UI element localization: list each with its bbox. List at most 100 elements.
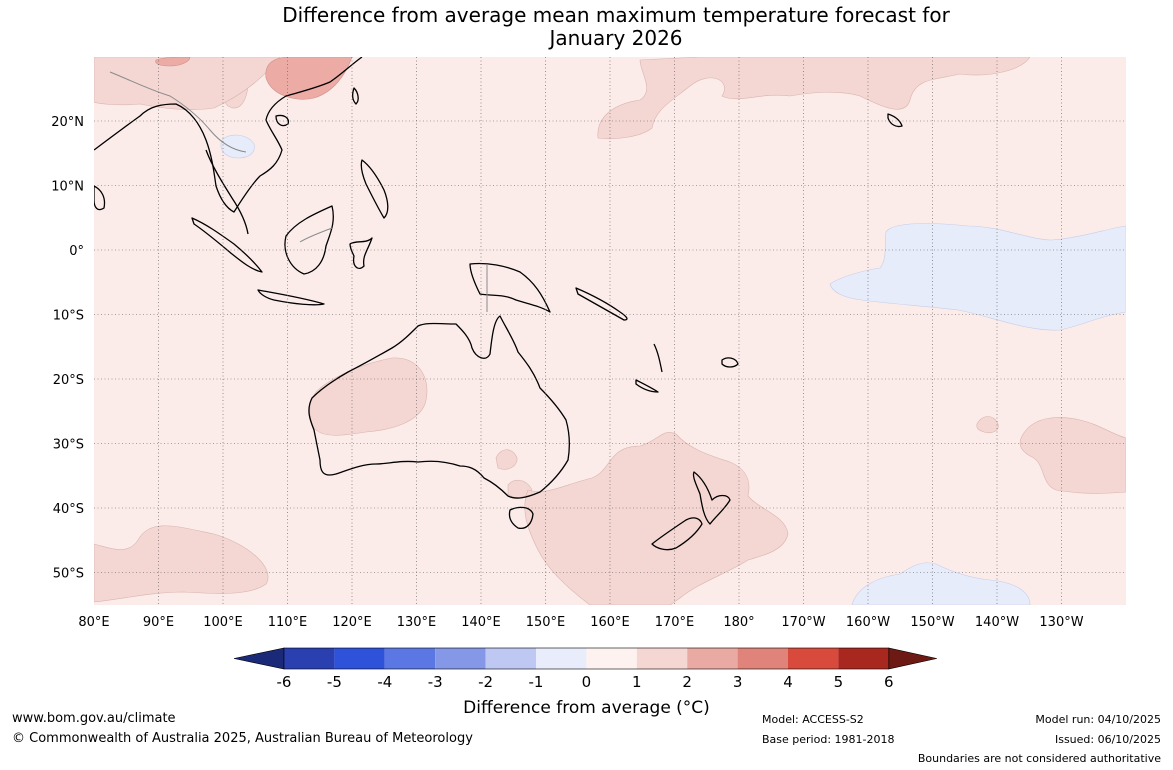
lat-lon-grid bbox=[94, 57, 1126, 605]
issued-date: Issued: 06/10/2025 bbox=[1054, 733, 1161, 746]
coastline-fiji bbox=[721, 357, 739, 368]
coastline-taiwan bbox=[352, 87, 359, 105]
coastline-hainan bbox=[275, 114, 290, 127]
longitude-label: 120°E bbox=[332, 615, 372, 630]
longitude-label: 100°E bbox=[203, 615, 243, 630]
latitude-labels: 20°N 10°N 0° 10°S 20°S 30°S 40°S 50°S bbox=[51, 115, 84, 582]
longitude-label: 140°E bbox=[461, 615, 501, 630]
longitude-label: 170°E bbox=[655, 615, 695, 630]
longitude-label: 160°E bbox=[590, 615, 630, 630]
anomaly-region-south-china bbox=[94, 57, 281, 110]
latitude-label: 10°N bbox=[51, 180, 84, 195]
anomaly-region-southern-ocean-east bbox=[851, 562, 1031, 605]
longitude-label: 90°E bbox=[143, 615, 174, 630]
latitude-label: 20°S bbox=[53, 373, 84, 388]
coastline-solomon-islands bbox=[575, 287, 628, 321]
colorbar-extend-low bbox=[233, 647, 285, 670]
anomaly-region-south-pacific-east bbox=[1019, 417, 1126, 494]
coastline-sulawesi bbox=[349, 237, 373, 270]
border-borneo bbox=[299, 227, 333, 243]
anomaly-band-minus1-to-0 bbox=[220, 134, 1126, 605]
colorbar-label: Difference from average (°C) bbox=[463, 698, 710, 718]
colorbar-segment bbox=[435, 648, 486, 669]
model-run-date: Model run: 04/10/2025 bbox=[1035, 713, 1161, 726]
website-url[interactable]: www.bom.gov.au/climate bbox=[12, 711, 176, 726]
coastline-borneo bbox=[284, 205, 334, 275]
colorbar-tick-label: -2 bbox=[478, 673, 493, 691]
model-name: Model: ACCESS-S2 bbox=[762, 713, 864, 726]
colorbar-segment bbox=[586, 648, 637, 669]
colorbar-segment bbox=[788, 648, 839, 669]
colorbar-segment bbox=[737, 648, 788, 669]
coastline-malay-peninsula bbox=[205, 149, 249, 235]
copyright-text: © Commonwealth of Australia 2025, Austra… bbox=[12, 731, 473, 746]
anomaly-region-southern-ocean-west bbox=[94, 525, 269, 603]
anomaly-region-victoria bbox=[495, 449, 518, 470]
coastline-new-zealand-north bbox=[692, 471, 731, 525]
coastline-new-zealand-south bbox=[651, 517, 703, 551]
longitude-label: 80°E bbox=[78, 615, 109, 630]
longitude-label: 130°E bbox=[397, 615, 437, 630]
colorbar-tick-label: 0 bbox=[582, 673, 592, 691]
longitude-label: 110°E bbox=[268, 615, 308, 630]
coastline-philippines bbox=[360, 159, 389, 219]
longitude-label: 150°E bbox=[526, 615, 566, 630]
coastline-asia-mainland bbox=[94, 57, 363, 213]
colorbar-tick-label: -1 bbox=[529, 673, 544, 691]
coastline-hawaii bbox=[887, 113, 903, 128]
forecast-map: 20°N 10°N 0° 10°S 20°S 30°S 40°S 50°S 80°E 90°E 1… bbox=[51, 57, 1126, 691]
colorbar bbox=[233, 647, 937, 670]
anomaly-region-bass-strait bbox=[507, 480, 533, 498]
coastlines bbox=[94, 57, 903, 551]
coastline-new-caledonia bbox=[635, 379, 659, 393]
coastline-vanuatu bbox=[653, 343, 663, 373]
latitude-label: 20°N bbox=[51, 115, 84, 130]
colorbar-tick-label: -4 bbox=[377, 673, 392, 691]
colorbar-frame bbox=[283, 647, 890, 670]
colorbar-tick-label: 1 bbox=[632, 673, 642, 691]
map-title: Difference from average mean maximum tem… bbox=[0, 4, 1173, 50]
colorbar-tick-label: 5 bbox=[834, 673, 844, 691]
coastline-australia bbox=[308, 315, 570, 499]
longitude-label: 160°W bbox=[846, 615, 890, 630]
anomaly-region-equatorial-pacific bbox=[829, 223, 1126, 331]
colorbar-tick-label: 4 bbox=[783, 673, 793, 691]
longitude-label: 170°W bbox=[781, 615, 825, 630]
colorbar-tick-labels: -6 -5 -4 -3 -2 -1 0 1 2 3 4 5 6 bbox=[277, 673, 894, 691]
anomaly-band-1-to-2 bbox=[94, 57, 1126, 605]
coastline-new-guinea bbox=[469, 262, 551, 313]
colorbar-segment bbox=[284, 648, 335, 669]
colorbar-tick-label: -3 bbox=[428, 673, 443, 691]
colorbar-segment bbox=[334, 648, 385, 669]
coastline-sumatra bbox=[191, 217, 263, 273]
anomaly-region-small-islet bbox=[976, 416, 999, 434]
colorbar-tick-label: -5 bbox=[327, 673, 342, 691]
colorbar-tick-label: -6 bbox=[277, 673, 292, 691]
colorbar-segment bbox=[838, 648, 889, 669]
coastline-sri-lanka bbox=[94, 185, 106, 211]
border-mainland-asia bbox=[109, 71, 247, 153]
longitude-label: 140°W bbox=[975, 615, 1019, 630]
title-line-2: January 2026 bbox=[549, 26, 683, 50]
longitude-labels: 80°E 90°E 100°E 110°E 120°E 130°E 140°E 150°E 16… bbox=[78, 615, 1083, 630]
colorbar-segment bbox=[687, 648, 738, 669]
colorbar-tick-label: 2 bbox=[682, 673, 692, 691]
latitude-label: 10°S bbox=[53, 309, 84, 324]
anomaly-region-north-pacific bbox=[597, 57, 1031, 139]
anomaly-region-tasman-sea bbox=[524, 432, 789, 605]
longitude-label: 180° bbox=[723, 615, 754, 630]
latitude-label: 30°S bbox=[53, 438, 84, 453]
colorbar-extend-high bbox=[888, 647, 937, 670]
latitude-label: 0° bbox=[69, 244, 84, 259]
title-line-1: Difference from average mean maximum tem… bbox=[282, 3, 950, 27]
colorbar-segment bbox=[536, 648, 587, 669]
latitude-label: 50°S bbox=[53, 567, 84, 582]
base-period: Base period: 1981-2018 bbox=[762, 733, 895, 746]
latitude-label: 40°S bbox=[53, 502, 84, 517]
colorbar-tick-label: 6 bbox=[884, 673, 894, 691]
colorbar-segment bbox=[384, 648, 436, 669]
colorbar-tick-label: 3 bbox=[733, 673, 743, 691]
anomaly-region-gulf-of-thailand bbox=[220, 134, 255, 159]
boundaries-disclaimer: Boundaries are not considered authoritat… bbox=[917, 752, 1161, 765]
political-borders bbox=[109, 71, 488, 312]
